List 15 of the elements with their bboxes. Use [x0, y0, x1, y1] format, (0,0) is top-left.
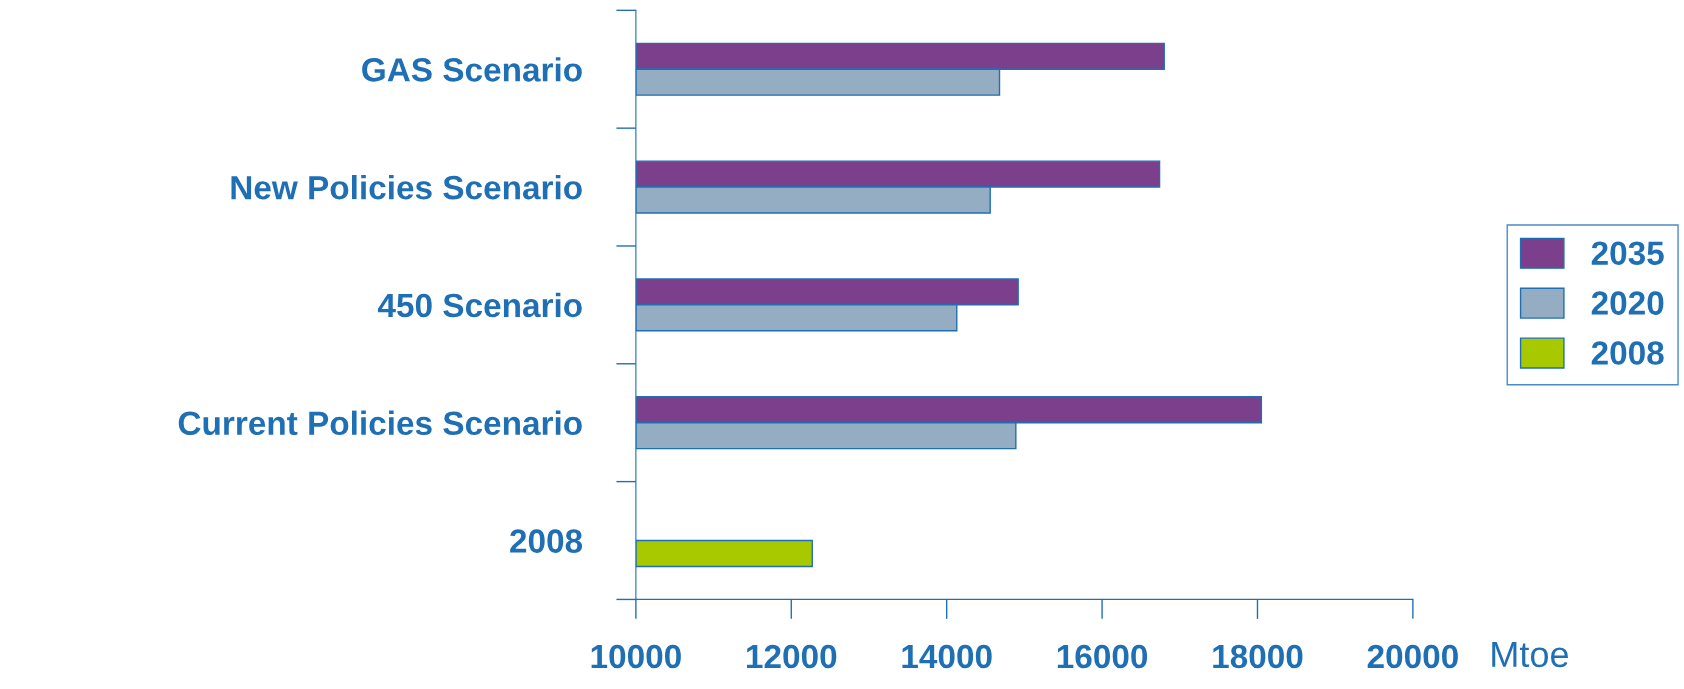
legend-label: 2008 [1591, 341, 1664, 365]
x-tick-label: 12000 [747, 644, 837, 669]
x-tick-label: 10000 [591, 644, 681, 669]
x-axis-title: Mtoe [1492, 641, 1568, 668]
x-tick-label: 16000 [1057, 644, 1148, 669]
y-tick-label: 2008 [510, 529, 583, 553]
legend-label: 2020 [1591, 291, 1664, 315]
x-tick-label: 20000 [1367, 644, 1458, 669]
x-tick-label: 14000 [902, 644, 992, 669]
legend-label: 2035 [1591, 241, 1664, 266]
y-tick-label: GAS Scenario [362, 57, 582, 82]
y-tick-label: Current Policies Scenario [178, 410, 582, 436]
x-tick-label: 18000 [1213, 644, 1303, 669]
y-tick-label: New Policies Scenario [231, 174, 582, 200]
y-tick-label: 450 Scenario [377, 292, 582, 318]
